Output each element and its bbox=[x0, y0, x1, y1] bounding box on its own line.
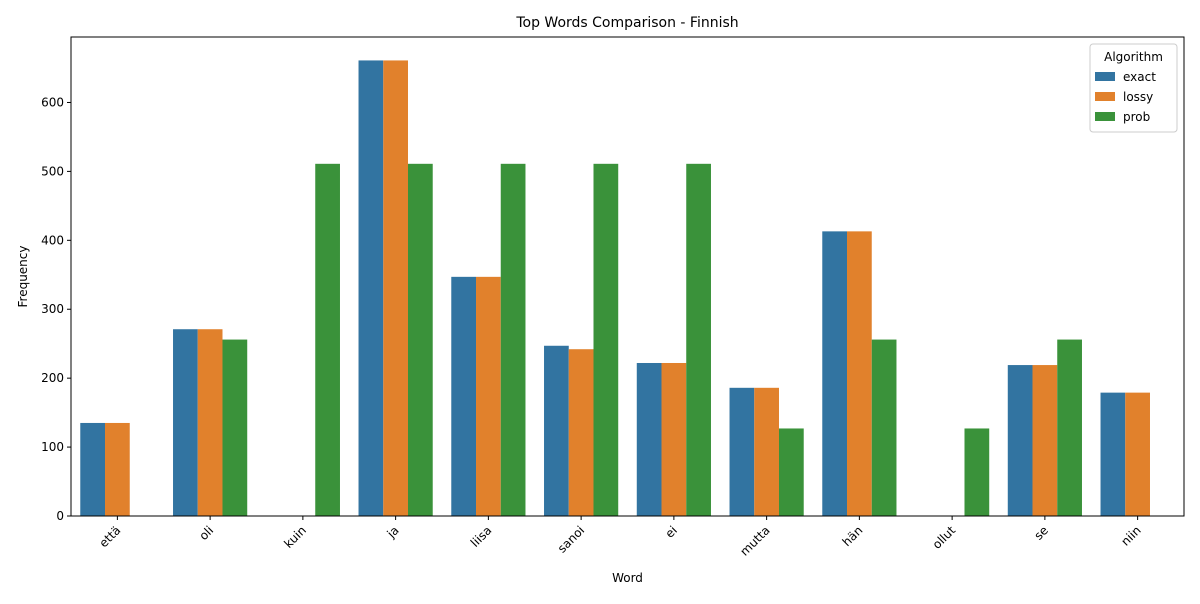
bar-exact-0 bbox=[80, 422, 106, 516]
bar-lossy-7 bbox=[754, 387, 779, 516]
y-axis: 0 100 200 300 400 500 600 bbox=[41, 95, 71, 523]
legend-label-exact: exact bbox=[1123, 70, 1156, 84]
bar-prob-7 bbox=[778, 428, 804, 516]
bar-exact-1 bbox=[173, 329, 198, 516]
y-tick-label: 500 bbox=[41, 164, 64, 178]
x-tick-label: se bbox=[1031, 523, 1051, 543]
bar-prob-6 bbox=[686, 163, 711, 516]
bar-prob-5 bbox=[593, 163, 619, 516]
bar-lossy-10 bbox=[1032, 365, 1058, 516]
legend-label-lossy: lossy bbox=[1123, 90, 1153, 104]
x-tick-label: hän bbox=[840, 523, 866, 549]
y-tick-label: 600 bbox=[41, 95, 64, 109]
legend-label-prob: prob bbox=[1123, 110, 1150, 124]
x-axis-label: Word bbox=[612, 571, 643, 585]
y-tick-label: 100 bbox=[41, 440, 64, 454]
legend-box bbox=[1089, 43, 1178, 133]
x-tick-label: kuin bbox=[281, 523, 309, 551]
chart-title: Top Words Comparison - Finnish bbox=[515, 15, 738, 31]
bar-exact-6 bbox=[636, 362, 662, 516]
x-tick-label: mutta bbox=[737, 523, 772, 558]
legend-swatch-prob bbox=[1095, 112, 1115, 121]
bar-lossy-5 bbox=[568, 349, 594, 516]
x-tick-label: että bbox=[97, 523, 124, 550]
bar-lossy-0 bbox=[105, 422, 130, 516]
bar-prob-1 bbox=[222, 339, 248, 516]
bar-exact-8 bbox=[822, 231, 848, 516]
bar-lossy-1 bbox=[197, 329, 223, 516]
x-tick-label: sanoi bbox=[555, 523, 587, 555]
plot-frame bbox=[70, 36, 1185, 517]
bar-lossy-6 bbox=[661, 362, 687, 516]
bar-exact-10 bbox=[1007, 365, 1033, 516]
bar-lossy-8 bbox=[847, 231, 872, 516]
bar-exact-3 bbox=[358, 60, 384, 516]
x-tick-label: ei bbox=[663, 523, 680, 540]
bar-exact-5 bbox=[544, 345, 569, 516]
x-tick-label: oli bbox=[196, 523, 216, 543]
bar-prob-2 bbox=[315, 163, 340, 516]
legend-swatch-exact bbox=[1095, 72, 1115, 81]
bar-prob-4 bbox=[500, 163, 526, 516]
legend-items: exact lossy prob bbox=[1095, 70, 1156, 124]
y-tick-label: 300 bbox=[41, 302, 64, 316]
y-tick-label: 0 bbox=[56, 509, 64, 523]
legend: Algorithm exact lossy prob bbox=[1089, 43, 1178, 133]
legend-title: Algorithm bbox=[1104, 50, 1163, 64]
x-tick-label: ja bbox=[384, 523, 402, 541]
bar-exact-11 bbox=[1100, 392, 1126, 516]
legend-swatch-lossy bbox=[1095, 92, 1115, 101]
bar-lossy-3 bbox=[383, 60, 408, 516]
x-tick-label: niin bbox=[1118, 523, 1143, 548]
bar-prob-9 bbox=[964, 428, 990, 516]
y-axis-label: Frequency bbox=[16, 246, 30, 308]
bar-exact-4 bbox=[451, 276, 477, 516]
y-tick-label: 400 bbox=[41, 233, 64, 247]
bar-exact-7 bbox=[729, 387, 755, 516]
bar-lossy-4 bbox=[476, 276, 501, 516]
bar-prob-10 bbox=[1057, 339, 1082, 516]
x-tick-label: ollut bbox=[930, 523, 959, 552]
bar-lossy-11 bbox=[1125, 392, 1150, 516]
bars-group bbox=[80, 60, 1150, 516]
bar-prob-3 bbox=[407, 163, 433, 516]
x-tick-label: liisa bbox=[468, 523, 495, 550]
bar-prob-8 bbox=[871, 339, 897, 516]
x-axis: että oli kuin ja liisa sanoi ei mutta hän ollut se… bbox=[97, 516, 1144, 559]
y-tick-label: 200 bbox=[41, 371, 64, 385]
